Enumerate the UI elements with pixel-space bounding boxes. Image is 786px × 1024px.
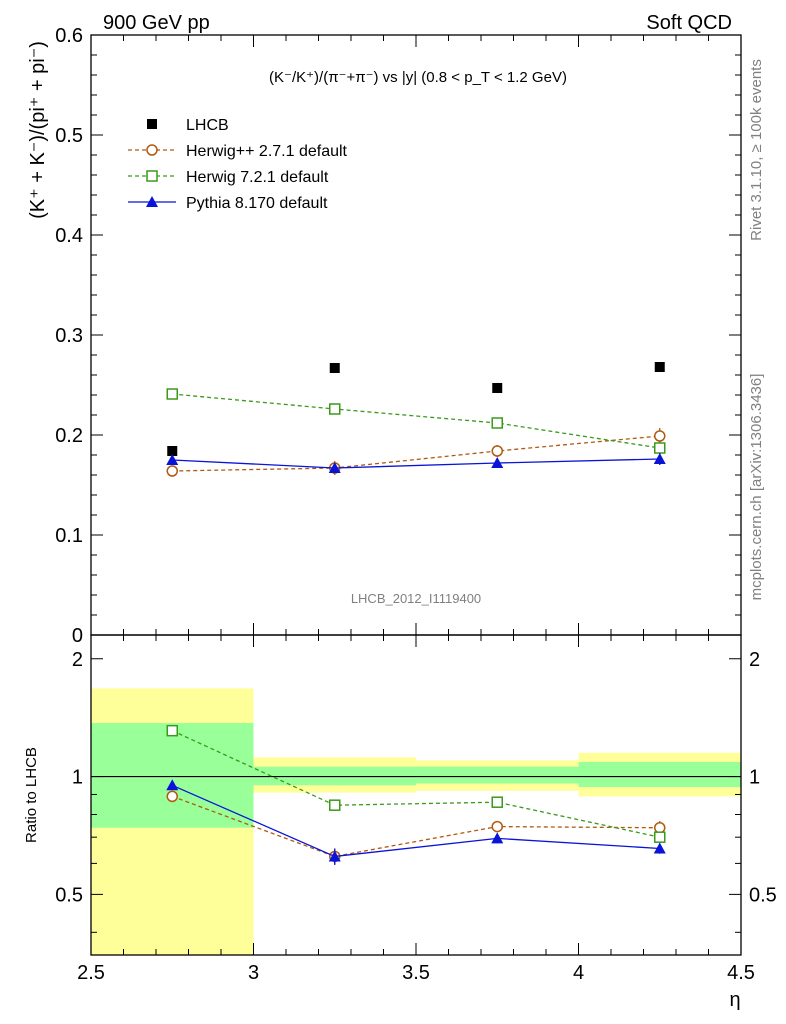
ratio-band-inner-3 (578, 761, 741, 788)
main-point-3 (166, 454, 179, 465)
ratio-point-2 (653, 842, 666, 854)
ratio-point-1 (491, 796, 503, 808)
ratio-y-tick-label-right: 1 (749, 767, 760, 789)
ratio-y-axis-label: Ratio to LHCB (23, 747, 40, 843)
mcplots-label: mcplots.cern.ch [arXiv:1306.3436] (748, 374, 765, 601)
main-point-1 (491, 445, 503, 457)
main-point-3 (653, 453, 666, 464)
ratio-y-tick-label-right: 0.5 (749, 884, 777, 906)
data-series (166, 362, 666, 865)
x-tick-label: 2.5 (77, 962, 105, 984)
ratio-y-tick-label: 1 (72, 767, 83, 789)
ratio-series-line-2 (171, 784, 660, 858)
ratio-band-inner-0 (91, 723, 254, 828)
main-point-0 (492, 383, 503, 393)
main-series-line-1 (172, 435, 660, 472)
main-y-tick-label-zero: 0 (72, 625, 83, 647)
main-point-1 (654, 430, 666, 442)
x-tick-label: 4 (573, 962, 584, 984)
ratio-point-0 (654, 821, 666, 834)
ratio-point-2 (491, 832, 504, 844)
main-point-0 (167, 446, 178, 456)
main-point-3 (491, 457, 504, 468)
analysis-watermark: LHCB_2012_I1119400 (351, 591, 481, 606)
ratio-point-1 (654, 831, 666, 843)
x-tick-label: 3 (248, 962, 259, 984)
legend: LHCB Herwig++ 2.7.1 default Herwig 7.2.1 d… (128, 117, 348, 212)
main-point-2 (491, 417, 503, 429)
ratio-point-0 (491, 820, 503, 833)
x-tick-label: 4.5 (727, 962, 755, 984)
main-series-line-2 (172, 393, 660, 449)
main-y-tick-label: 0.1 (55, 525, 83, 547)
main-y-tick-label: 0.2 (55, 425, 83, 447)
rivet-version-label: Rivet 3.1.10, ≥ 100k events (748, 59, 765, 241)
ratio-point-1 (166, 724, 178, 737)
ratio-series-line-0 (172, 795, 660, 858)
main-point-2 (329, 403, 341, 415)
main-y-tick-label: 0.6 (55, 25, 83, 47)
ratio-bands (91, 688, 741, 955)
x-axis-label: η (729, 989, 740, 1011)
main-point-0 (329, 363, 340, 373)
axis-ticks: 0.1 0.2 0.3 0.4 0.5 0.6 0 2.5 3 3.5 4 4.5 0.5 0.5 1 1 2 2 (55, 25, 777, 984)
ratio-point-1 (329, 799, 341, 811)
x-tick-label: 3.5 (402, 962, 430, 984)
ratio-y-tick-label-right: 2 (749, 649, 760, 671)
main-y-tick-label: 0.4 (55, 225, 83, 247)
header-right: Soft QCD (646, 12, 732, 34)
header-left: 900 GeV pp (103, 12, 210, 34)
main-point-0 (654, 362, 665, 372)
legend-label-2: Herwig 7.2.1 default (186, 169, 329, 186)
ratio-point-2 (328, 850, 341, 862)
legend-label-0: LHCB (186, 117, 229, 134)
ratio-y-tick-label: 0.5 (55, 884, 83, 906)
legend-marker-1 (146, 144, 158, 156)
y-axis-label: (K⁺ + K⁻)/(pi⁺ + pi⁻) (27, 41, 49, 219)
ratio-point-2 (166, 779, 179, 791)
main-point-3 (328, 462, 341, 473)
main-y-tick-label: 0.5 (55, 125, 83, 147)
main-y-tick-label: 0.3 (55, 325, 83, 347)
legend-marker-3 (146, 196, 158, 207)
ratio-point-0 (166, 790, 178, 803)
ratio-series-line-1 (171, 730, 660, 838)
ratio-band-inner-2 (416, 766, 579, 784)
main-point-2 (654, 442, 666, 454)
ratio-y-tick-label: 2 (72, 649, 83, 671)
plot-title: (K⁻/K⁺)/(π⁻+π⁻) vs |y| (0.8 < p_T < 1.2 … (269, 69, 567, 86)
legend-label-3: Pythia 8.170 default (186, 195, 328, 212)
main-series-line-3 (172, 458, 660, 469)
legend-marker-2 (146, 170, 158, 182)
legend-marker-0 (147, 119, 157, 129)
main-point-2 (166, 388, 178, 400)
legend-label-1: Herwig++ 2.7.1 default (186, 143, 348, 160)
main-point-1 (166, 465, 178, 477)
